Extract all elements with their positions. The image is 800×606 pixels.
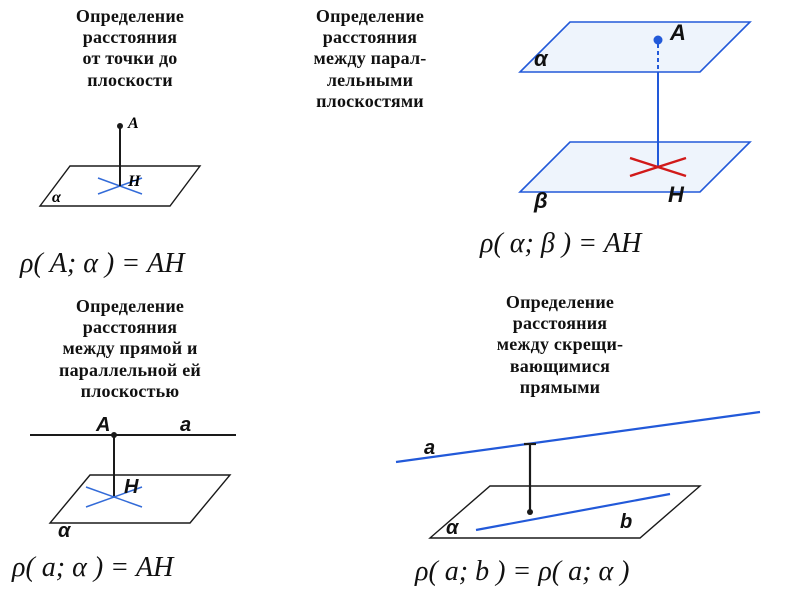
formula-top-right: ρ( α; β ) = AH <box>480 228 641 260</box>
plane-alpha-label: α <box>534 46 549 71</box>
label-a: A <box>95 414 110 436</box>
plane-alpha-label: α <box>52 189 62 206</box>
plane-alpha-shape <box>520 22 750 72</box>
diagram-line-to-plane: α a A H <box>30 411 250 541</box>
plane-alpha-shape <box>430 486 700 538</box>
panel-top-left: Определение расстояния от точки до плоск… <box>20 6 240 296</box>
plane-alpha-label: α <box>58 520 72 542</box>
label-h: H <box>124 476 139 498</box>
formula-bottom-left: ρ( a; α ) = AH <box>12 552 173 584</box>
diagram-parallel-planes: α β A H <box>490 2 780 226</box>
label-h: H <box>127 173 141 190</box>
line-b <box>476 494 670 530</box>
plane-beta-label: β <box>533 188 548 213</box>
label-a: A <box>127 115 139 132</box>
point-a <box>117 123 123 129</box>
panel-top-right: Определение расстояния между парал- лель… <box>260 6 800 296</box>
heading-top-left: Определение расстояния от точки до плоск… <box>30 6 230 91</box>
panel-bottom-right: Определение расстояния между скрещи- ваю… <box>380 292 800 602</box>
label-h: H <box>668 182 685 207</box>
formula-top-left: ρ( A; α ) = AH <box>20 248 184 280</box>
plane-alpha-label: α <box>446 517 460 539</box>
heading-top-right: Определение расстояния между парал- лель… <box>265 6 475 112</box>
panel-bottom-left: Определение расстояния между прямой и па… <box>0 296 260 606</box>
heading-bottom-right: Определение расстояния между скрещи- ваю… <box>440 292 680 398</box>
point-a <box>654 36 663 45</box>
label-line-a: a <box>424 437 435 459</box>
formula-bottom-right: ρ( a; b ) = ρ( a; α ) <box>415 556 629 588</box>
label-a: A <box>669 20 686 45</box>
label-line-b: b <box>620 511 632 533</box>
plane-alpha-shape <box>50 475 230 523</box>
line-a <box>396 412 760 462</box>
heading-bottom-left: Определение расстояния между прямой и па… <box>0 296 260 402</box>
point-foot <box>527 509 533 515</box>
diagram-point-to-plane: α A H <box>20 106 240 236</box>
page: Определение расстояния от точки до плоск… <box>0 0 800 600</box>
label-line-a: a <box>180 414 191 436</box>
diagram-skew-lines: α b a <box>390 402 770 552</box>
plane-beta-shape <box>520 142 750 192</box>
